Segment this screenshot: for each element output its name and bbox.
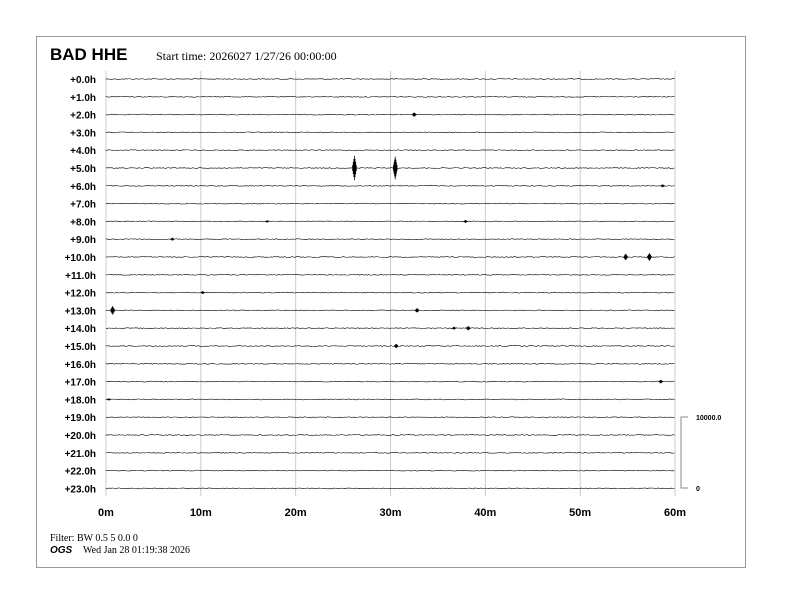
row-label: +11.0h bbox=[65, 271, 96, 282]
x-tick-label: 30m bbox=[379, 507, 401, 519]
generated-timestamp: Wed Jan 28 01:19:38 2026 bbox=[83, 545, 190, 556]
seismic-event bbox=[412, 112, 417, 117]
trace-hour-2 bbox=[105, 113, 675, 116]
row-label: +2.0h bbox=[70, 111, 96, 122]
seismic-event bbox=[170, 237, 175, 241]
trace-hour-11 bbox=[105, 274, 675, 276]
trace-hour-12 bbox=[105, 291, 675, 294]
seismic-event bbox=[658, 379, 663, 384]
seismic-event bbox=[414, 308, 420, 313]
row-label: +19.0h bbox=[65, 413, 96, 424]
row-label: +5.0h bbox=[70, 164, 96, 175]
seismic-event bbox=[110, 306, 115, 315]
x-tick-label: 20m bbox=[285, 507, 307, 519]
trace-hour-23 bbox=[105, 487, 675, 490]
row-label: +10.0h bbox=[65, 253, 96, 264]
trace-hour-15 bbox=[105, 345, 675, 347]
trace-hour-22 bbox=[105, 469, 675, 472]
trace-hour-18 bbox=[105, 398, 675, 401]
row-label: +15.0h bbox=[65, 342, 96, 353]
row-label: +21.0h bbox=[65, 449, 96, 460]
filter-text: Filter: BW 0.5 5 0.0 0 bbox=[50, 533, 138, 544]
trace-hour-13 bbox=[105, 309, 675, 312]
row-label: +4.0h bbox=[70, 146, 96, 157]
x-tick-label: 50m bbox=[569, 507, 591, 519]
trace-hour-10 bbox=[105, 256, 675, 258]
row-label: +1.0h bbox=[70, 93, 96, 104]
x-tick-label: 60m bbox=[664, 507, 686, 519]
trace-hour-8 bbox=[105, 220, 675, 223]
x-tick-label: 40m bbox=[474, 507, 496, 519]
seismic-event bbox=[106, 398, 112, 401]
row-label: +16.0h bbox=[65, 360, 96, 371]
trace-hour-0 bbox=[105, 78, 675, 80]
plot-frame bbox=[36, 36, 746, 568]
trace-hour-19 bbox=[105, 416, 675, 418]
row-label: +8.0h bbox=[70, 217, 96, 228]
trace-hour-4 bbox=[105, 149, 675, 151]
seismic-event bbox=[451, 326, 457, 330]
seismic-event bbox=[463, 219, 468, 223]
station-title: BAD HHE bbox=[50, 45, 128, 64]
trace-hour-14 bbox=[105, 327, 675, 329]
trace-hour-16 bbox=[105, 362, 675, 365]
trace-hour-17 bbox=[105, 380, 675, 383]
trace-hour-6 bbox=[105, 185, 675, 187]
row-label: +13.0h bbox=[65, 306, 96, 317]
row-label: +12.0h bbox=[65, 289, 96, 300]
seismic-event bbox=[660, 184, 665, 188]
seismic-event bbox=[200, 291, 205, 295]
row-label: +7.0h bbox=[70, 200, 96, 211]
row-label: +22.0h bbox=[65, 467, 96, 478]
start-time: Start time: 2026027 1/27/26 00:00:00 bbox=[156, 49, 337, 63]
seismic-event bbox=[265, 220, 270, 223]
org-label: OGS bbox=[50, 545, 73, 556]
row-label: +23.0h bbox=[65, 484, 96, 495]
seismic-event bbox=[647, 253, 652, 261]
row-label: +3.0h bbox=[70, 128, 96, 139]
row-label: +17.0h bbox=[65, 378, 96, 389]
scale-top-label: 10000.0 bbox=[696, 415, 721, 422]
trace-hour-7 bbox=[105, 202, 675, 205]
seismic-event bbox=[393, 156, 398, 180]
trace-hour-9 bbox=[105, 238, 675, 240]
row-label: +18.0h bbox=[65, 395, 96, 406]
x-tick-label: 10m bbox=[190, 507, 212, 519]
scale-bottom-label: 0 bbox=[696, 486, 700, 493]
row-label: +6.0h bbox=[70, 182, 96, 193]
row-label: +20.0h bbox=[65, 431, 96, 442]
row-label: +0.0h bbox=[70, 75, 96, 86]
trace-hour-20 bbox=[105, 434, 675, 436]
trace-hour-1 bbox=[105, 96, 675, 98]
seismic-event bbox=[623, 253, 628, 261]
row-label: +9.0h bbox=[70, 235, 96, 246]
trace-hour-21 bbox=[105, 452, 675, 454]
seismic-event bbox=[466, 326, 471, 331]
trace-hour-3 bbox=[105, 131, 675, 134]
seismic-event bbox=[352, 155, 357, 181]
row-label: +14.0h bbox=[65, 324, 96, 335]
x-tick-label: 0m bbox=[98, 507, 114, 519]
trace-hour-5 bbox=[105, 167, 675, 169]
scale-bar bbox=[680, 416, 688, 489]
seismic-event bbox=[393, 343, 399, 349]
